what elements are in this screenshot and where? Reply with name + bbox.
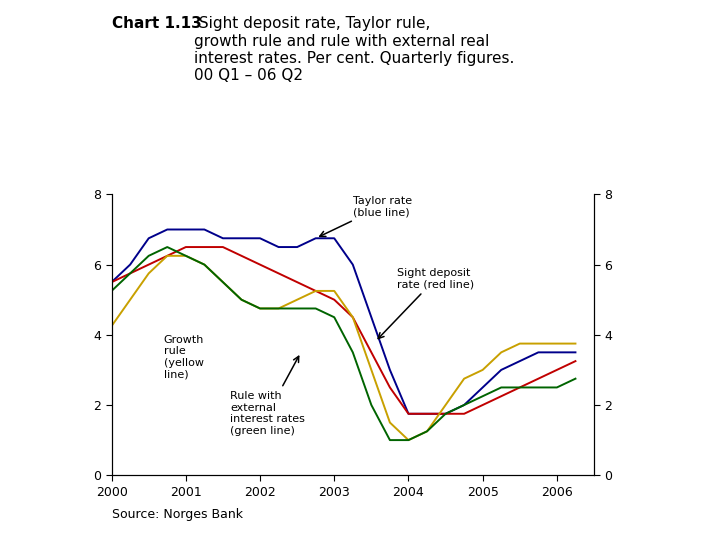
Text: Chart 1.13: Chart 1.13: [112, 16, 202, 31]
Text: Sight deposit rate, Taylor rule,
growth rule and rule with external real
interes: Sight deposit rate, Taylor rule, growth …: [194, 16, 515, 83]
Text: Taylor rate
(blue line): Taylor rate (blue line): [320, 195, 412, 237]
Text: Source: Norges Bank: Source: Norges Bank: [112, 508, 243, 521]
Text: Sight deposit
rate (red line): Sight deposit rate (red line): [378, 267, 474, 339]
Text: Rule with
external
interest rates
(green line): Rule with external interest rates (green…: [230, 356, 305, 436]
Text: Growth
rule
(yellow
line): Growth rule (yellow line): [163, 335, 204, 380]
